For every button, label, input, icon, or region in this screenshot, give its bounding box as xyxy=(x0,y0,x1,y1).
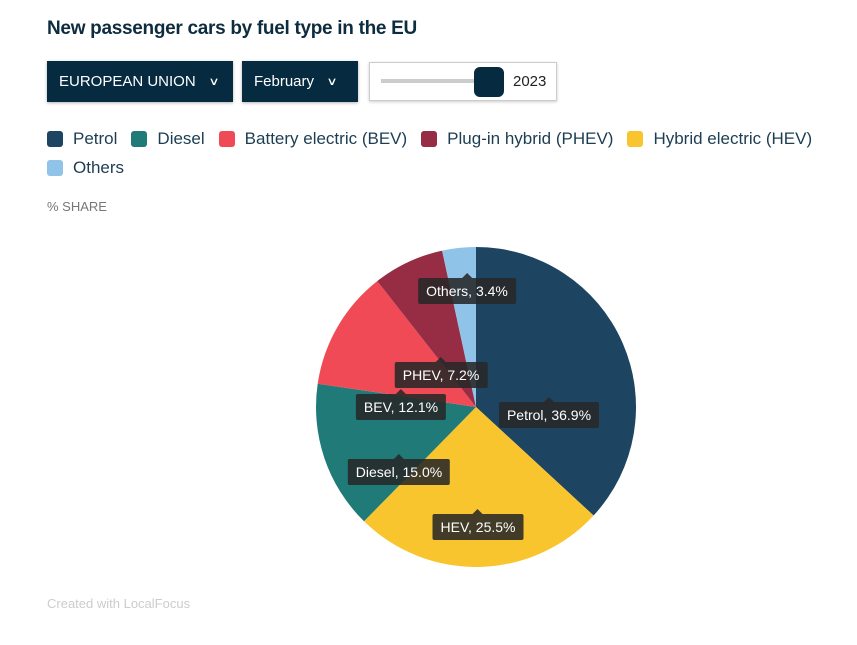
data-label-hev: HEV, 25.5% xyxy=(432,509,524,540)
legend-label: Battery electric (BEV) xyxy=(244,129,408,148)
legend-label: Diesel xyxy=(157,129,205,148)
data-label-phev: PHEV, 7.2% xyxy=(394,357,488,388)
legend-item-bev[interactable]: Battery electric (BEV) xyxy=(218,129,408,149)
data-label-others: Others, 3.4% xyxy=(418,273,516,304)
data-label-bev: BEV, 12.1% xyxy=(355,389,447,420)
chart-title: New passenger cars by fuel type in the E… xyxy=(47,18,417,39)
data-label-diesel: Diesel, 15.0% xyxy=(347,454,451,485)
legend-label: Petrol xyxy=(73,129,118,148)
month-label: February xyxy=(254,73,315,90)
legend: Petrol Diesel Battery electric (BEV) Plu… xyxy=(47,129,837,178)
legend-swatch xyxy=(47,160,63,176)
data-label-petrol: Petrol, 36.9% xyxy=(498,397,600,428)
legend-item-hev[interactable]: Hybrid electric (HEV) xyxy=(627,129,812,149)
unit-label: % SHARE xyxy=(47,199,107,214)
legend-item-phev[interactable]: Plug-in hybrid (PHEV) xyxy=(421,129,613,149)
legend-item-others[interactable]: Others xyxy=(47,158,124,178)
legend-item-diesel[interactable]: Diesel xyxy=(131,129,205,149)
legend-item-petrol[interactable]: Petrol xyxy=(47,129,117,149)
chevron-down-icon: ∨ xyxy=(326,76,338,88)
slider-track[interactable] xyxy=(381,79,491,83)
legend-swatch xyxy=(627,131,644,147)
legend-label: Plug-in hybrid (PHEV) xyxy=(447,129,614,148)
legend-swatch xyxy=(47,131,63,147)
chevron-down-icon: ∨ xyxy=(208,76,220,88)
legend-label: Others xyxy=(73,158,125,177)
legend-label: Hybrid electric (HEV) xyxy=(653,129,813,148)
pie-slice-hev[interactable] xyxy=(364,407,594,567)
region-dropdown[interactable]: EUROPEAN UNION ∨ xyxy=(47,61,233,102)
legend-swatch xyxy=(218,131,235,147)
credit-text: Created with LocalFocus xyxy=(47,596,191,611)
year-slider[interactable]: 2023 xyxy=(369,62,557,101)
slider-thumb[interactable] xyxy=(474,67,504,97)
legend-swatch xyxy=(421,131,438,147)
year-value: 2023 xyxy=(513,73,547,90)
legend-swatch xyxy=(131,131,148,147)
region-label: EUROPEAN UNION xyxy=(59,73,196,90)
month-dropdown[interactable]: February ∨ xyxy=(242,61,358,102)
pie-slice-petrol[interactable] xyxy=(476,247,636,516)
